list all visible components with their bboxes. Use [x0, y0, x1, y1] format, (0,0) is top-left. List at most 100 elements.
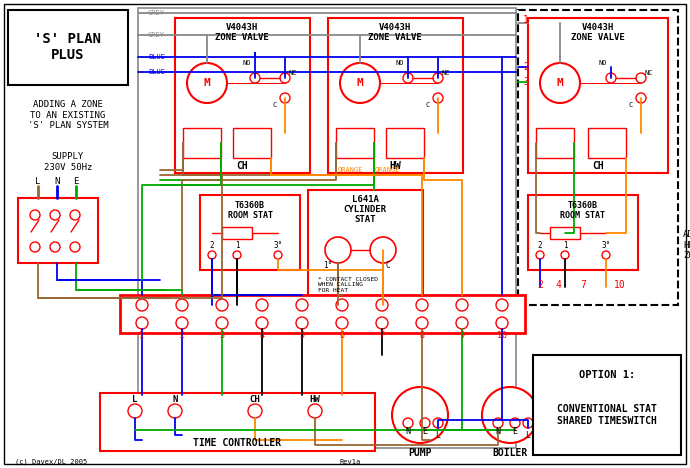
Text: HW: HW — [310, 395, 320, 404]
Circle shape — [233, 251, 241, 259]
Circle shape — [496, 317, 508, 329]
Text: M: M — [357, 78, 364, 88]
Bar — [183, 128, 221, 158]
Circle shape — [392, 387, 448, 443]
Text: ZONE VALVE: ZONE VALVE — [368, 34, 422, 43]
Circle shape — [376, 299, 388, 311]
Circle shape — [176, 317, 188, 329]
Text: ROOM STAT: ROOM STAT — [228, 211, 273, 219]
Text: CH: CH — [250, 395, 260, 404]
Text: 10: 10 — [614, 280, 626, 290]
Circle shape — [370, 237, 396, 263]
Circle shape — [30, 242, 40, 252]
Text: ZONE VALVE: ZONE VALVE — [215, 34, 269, 43]
Text: STAT: STAT — [354, 215, 376, 225]
Circle shape — [30, 210, 40, 220]
Text: M: M — [204, 78, 210, 88]
Text: 10: 10 — [497, 330, 507, 339]
Text: GREY: GREY — [148, 32, 165, 38]
Text: 9: 9 — [460, 330, 464, 339]
Text: 6: 6 — [339, 330, 344, 339]
Text: 1: 1 — [235, 241, 239, 249]
Circle shape — [340, 63, 380, 103]
Text: V4043H: V4043H — [379, 23, 411, 32]
Text: BLUE: BLUE — [148, 54, 165, 60]
Text: CH: CH — [592, 161, 604, 171]
Text: L: L — [526, 431, 531, 439]
Text: 1°: 1° — [324, 262, 333, 271]
Text: ROOM STAT: ROOM STAT — [560, 211, 606, 219]
Bar — [8, 10, 128, 85]
Text: NC: NC — [442, 70, 451, 76]
Text: L: L — [132, 395, 138, 404]
Circle shape — [325, 237, 351, 263]
Bar — [222, 227, 252, 239]
Circle shape — [523, 418, 533, 428]
Bar — [528, 195, 638, 270]
Text: GREY: GREY — [148, 10, 165, 16]
Text: CONVENTIONAL STAT
SHARED TIMESWITCH: CONVENTIONAL STAT SHARED TIMESWITCH — [557, 404, 657, 426]
Circle shape — [296, 299, 308, 311]
Text: 8: 8 — [420, 330, 424, 339]
Text: 1: 1 — [139, 330, 144, 339]
Text: * CONTACT CLOSED
WHEN CALLING
FOR HEAT: * CONTACT CLOSED WHEN CALLING FOR HEAT — [318, 277, 378, 293]
Text: C: C — [273, 102, 277, 108]
Text: 5: 5 — [299, 330, 304, 339]
Circle shape — [456, 317, 468, 329]
Bar — [100, 393, 375, 451]
Text: N: N — [172, 395, 178, 404]
Circle shape — [493, 418, 503, 428]
Text: 4: 4 — [259, 330, 264, 339]
Text: 2: 2 — [523, 62, 529, 72]
Text: 2: 2 — [210, 241, 215, 249]
Bar — [200, 195, 300, 270]
Bar — [588, 128, 626, 158]
Circle shape — [376, 317, 388, 329]
Text: HW: HW — [389, 161, 401, 171]
Text: 3°: 3° — [602, 241, 611, 249]
Text: V4043H: V4043H — [582, 23, 614, 32]
Text: L641A: L641A — [352, 196, 378, 205]
Circle shape — [274, 251, 282, 259]
Circle shape — [128, 404, 142, 418]
Text: BOILER: BOILER — [493, 448, 528, 458]
Text: 2: 2 — [537, 280, 543, 290]
Circle shape — [433, 418, 443, 428]
Text: (c) Davex/DL 2005: (c) Davex/DL 2005 — [15, 459, 87, 465]
Circle shape — [70, 210, 80, 220]
Text: SUPPLY
230V 50Hz: SUPPLY 230V 50Hz — [43, 152, 92, 172]
Circle shape — [168, 404, 182, 418]
Text: PUMP: PUMP — [408, 448, 432, 458]
Circle shape — [561, 251, 569, 259]
Text: E: E — [513, 427, 518, 437]
Text: N: N — [495, 427, 500, 437]
Text: L: L — [35, 177, 41, 187]
Text: 3: 3 — [219, 330, 224, 339]
Text: T6360B: T6360B — [568, 200, 598, 210]
Circle shape — [403, 73, 413, 83]
Bar — [550, 227, 580, 239]
Text: L: L — [435, 431, 440, 439]
Text: CYLINDER: CYLINDER — [344, 205, 386, 214]
Circle shape — [248, 404, 262, 418]
Circle shape — [216, 317, 228, 329]
Circle shape — [433, 93, 443, 103]
Bar — [386, 128, 424, 158]
Text: ORANGE: ORANGE — [338, 167, 364, 173]
Text: N: N — [406, 427, 411, 437]
Circle shape — [256, 299, 268, 311]
Circle shape — [280, 73, 290, 83]
Circle shape — [416, 317, 428, 329]
Text: NO: NO — [599, 60, 607, 66]
Text: N: N — [55, 177, 60, 187]
Circle shape — [176, 299, 188, 311]
Text: Rev1a: Rev1a — [339, 459, 361, 465]
Bar — [175, 18, 310, 173]
Text: M: M — [557, 78, 563, 88]
Circle shape — [250, 73, 260, 83]
Text: 2: 2 — [538, 241, 542, 249]
Text: 'S' PLAN
PLUS: 'S' PLAN PLUS — [34, 32, 101, 62]
Circle shape — [482, 387, 538, 443]
Text: NC: NC — [644, 70, 653, 76]
Text: ADDITIONAL
HEATING
ZONE: ADDITIONAL HEATING ZONE — [683, 230, 690, 260]
